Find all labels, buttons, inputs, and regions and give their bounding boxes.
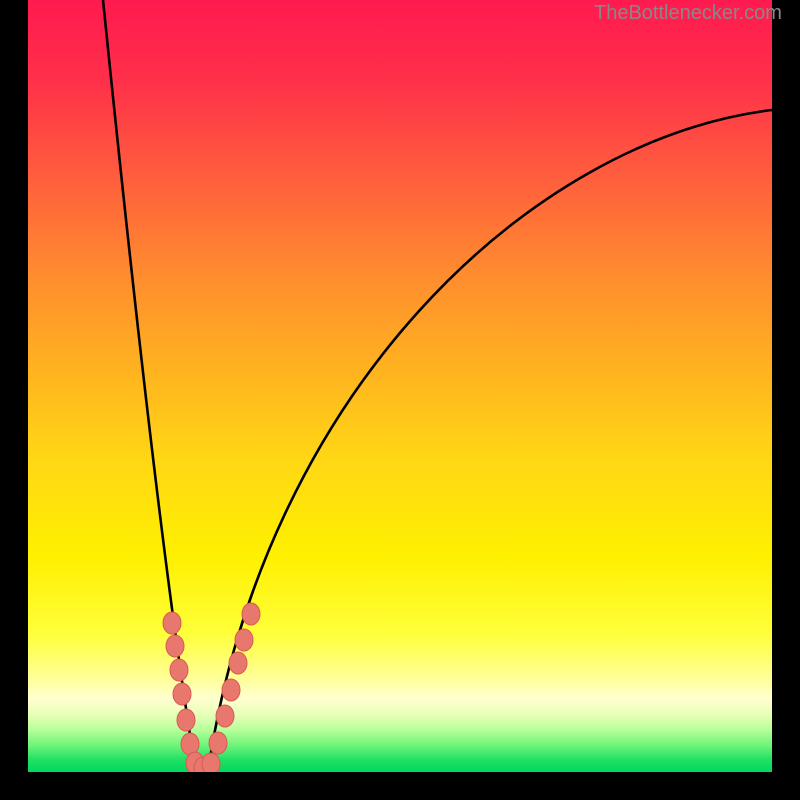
data-marker <box>242 603 260 625</box>
data-marker <box>170 659 188 681</box>
data-marker <box>202 753 220 772</box>
data-marker <box>177 709 195 731</box>
gradient-background <box>28 0 772 772</box>
data-marker <box>173 683 191 705</box>
data-marker <box>216 705 234 727</box>
data-marker <box>163 612 181 634</box>
plot-area <box>28 0 772 772</box>
data-marker <box>166 635 184 657</box>
data-marker <box>229 652 247 674</box>
data-marker <box>222 679 240 701</box>
data-marker <box>235 629 253 651</box>
watermark-text: TheBottlenecker.com <box>594 2 782 25</box>
data-marker <box>209 732 227 754</box>
chart-svg <box>28 0 772 772</box>
